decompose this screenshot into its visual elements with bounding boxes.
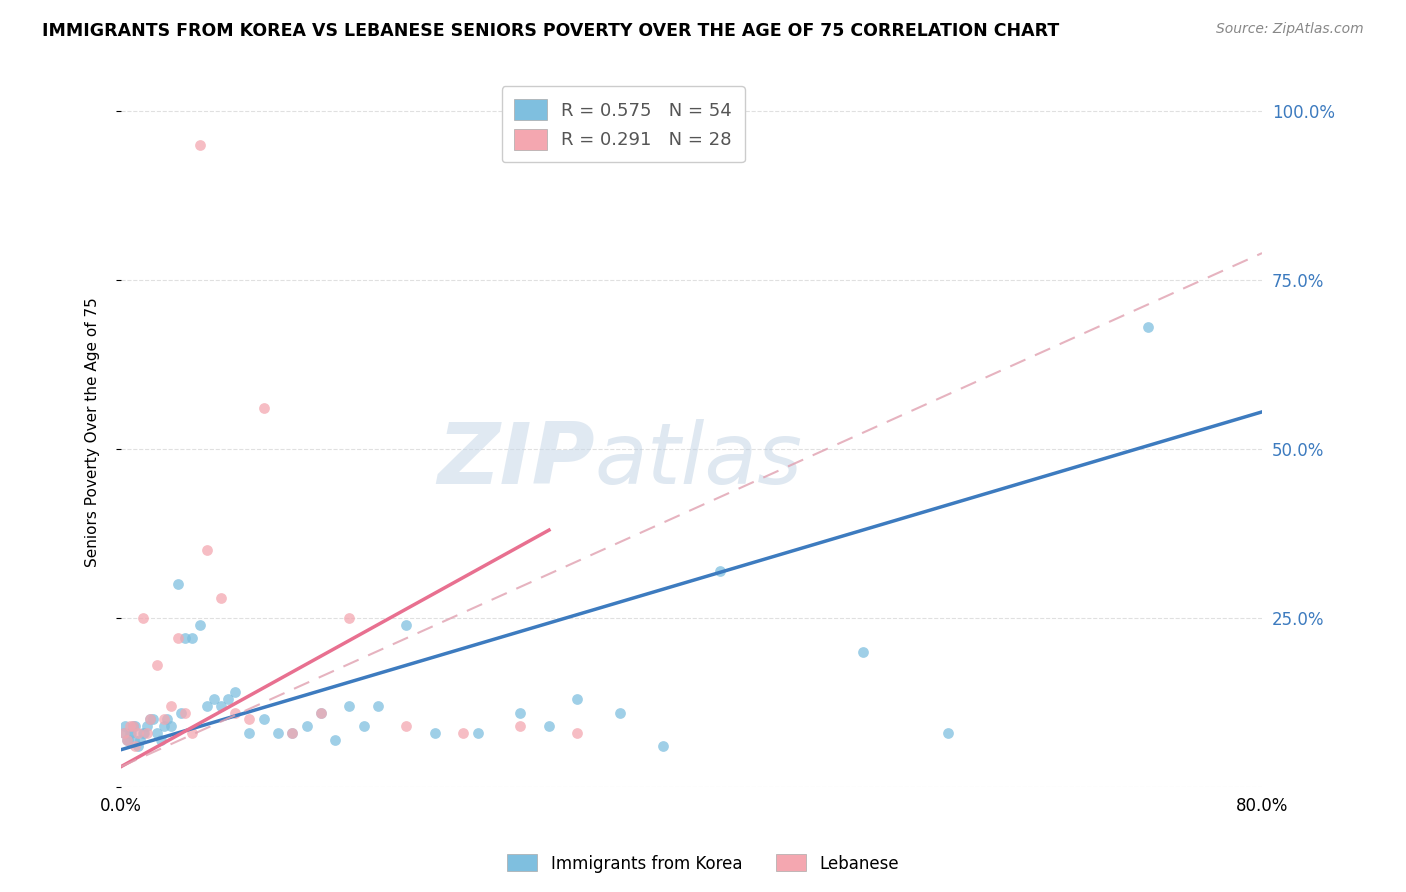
Point bbox=[135, 726, 157, 740]
Point bbox=[112, 726, 135, 740]
Point bbox=[395, 719, 418, 733]
Point bbox=[209, 698, 232, 713]
Point bbox=[195, 543, 218, 558]
Point bbox=[281, 726, 304, 740]
Point bbox=[709, 564, 731, 578]
Point bbox=[115, 732, 138, 747]
Point bbox=[146, 726, 169, 740]
Legend: R = 0.575   N = 54, R = 0.291   N = 28: R = 0.575 N = 54, R = 0.291 N = 28 bbox=[502, 87, 745, 162]
Point bbox=[160, 698, 183, 713]
Point bbox=[202, 692, 225, 706]
Point bbox=[131, 726, 153, 740]
Point bbox=[120, 726, 142, 740]
Point bbox=[146, 658, 169, 673]
Point bbox=[253, 401, 276, 416]
Point bbox=[1136, 320, 1159, 334]
Point bbox=[160, 719, 183, 733]
Text: Source: ZipAtlas.com: Source: ZipAtlas.com bbox=[1216, 22, 1364, 37]
Point bbox=[115, 732, 138, 747]
Point bbox=[567, 726, 589, 740]
Point bbox=[117, 732, 139, 747]
Point bbox=[652, 739, 675, 754]
Point bbox=[238, 726, 260, 740]
Point bbox=[281, 726, 304, 740]
Point bbox=[138, 712, 160, 726]
Point bbox=[181, 726, 204, 740]
Point bbox=[141, 712, 163, 726]
Point bbox=[337, 611, 360, 625]
Point bbox=[209, 591, 232, 605]
Point bbox=[122, 732, 145, 747]
Point bbox=[153, 719, 176, 733]
Point bbox=[170, 706, 193, 720]
Point bbox=[174, 631, 197, 645]
Point bbox=[295, 719, 318, 733]
Point bbox=[323, 732, 346, 747]
Point bbox=[467, 726, 489, 740]
Point bbox=[267, 726, 290, 740]
Point bbox=[367, 698, 389, 713]
Point bbox=[124, 739, 146, 754]
Point bbox=[128, 732, 150, 747]
Point bbox=[132, 726, 155, 740]
Point bbox=[135, 719, 157, 733]
Y-axis label: Seniors Poverty Over the Age of 75: Seniors Poverty Over the Age of 75 bbox=[86, 297, 100, 567]
Point bbox=[118, 726, 141, 740]
Point bbox=[138, 712, 160, 726]
Text: atlas: atlas bbox=[595, 419, 803, 502]
Text: ZIP: ZIP bbox=[437, 419, 595, 502]
Point bbox=[156, 712, 179, 726]
Point bbox=[395, 617, 418, 632]
Point bbox=[224, 685, 246, 699]
Point bbox=[217, 692, 239, 706]
Point bbox=[453, 726, 475, 740]
Point bbox=[150, 732, 173, 747]
Point bbox=[253, 712, 276, 726]
Point bbox=[118, 719, 141, 733]
Point bbox=[224, 706, 246, 720]
Point bbox=[509, 706, 531, 720]
Point bbox=[509, 719, 531, 733]
Point bbox=[112, 726, 135, 740]
Point bbox=[936, 726, 959, 740]
Point bbox=[181, 631, 204, 645]
Point bbox=[353, 719, 375, 733]
Point bbox=[131, 611, 153, 625]
Point bbox=[188, 617, 211, 632]
Point bbox=[238, 712, 260, 726]
Point bbox=[309, 706, 332, 720]
Point bbox=[852, 645, 875, 659]
Point bbox=[337, 698, 360, 713]
Point bbox=[127, 726, 149, 740]
Point bbox=[609, 706, 631, 720]
Point bbox=[167, 631, 190, 645]
Point bbox=[121, 719, 143, 733]
Point bbox=[127, 739, 149, 754]
Text: IMMIGRANTS FROM KOREA VS LEBANESE SENIORS POVERTY OVER THE AGE OF 75 CORRELATION: IMMIGRANTS FROM KOREA VS LEBANESE SENIOR… bbox=[42, 22, 1060, 40]
Point bbox=[153, 712, 176, 726]
Point bbox=[423, 726, 446, 740]
Legend: Immigrants from Korea, Lebanese: Immigrants from Korea, Lebanese bbox=[501, 847, 905, 880]
Point bbox=[174, 706, 197, 720]
Point bbox=[537, 719, 560, 733]
Point bbox=[188, 138, 211, 153]
Point bbox=[567, 692, 589, 706]
Point bbox=[114, 719, 136, 733]
Point bbox=[195, 698, 218, 713]
Point bbox=[167, 577, 190, 591]
Point bbox=[309, 706, 332, 720]
Point bbox=[124, 719, 146, 733]
Point bbox=[121, 719, 143, 733]
